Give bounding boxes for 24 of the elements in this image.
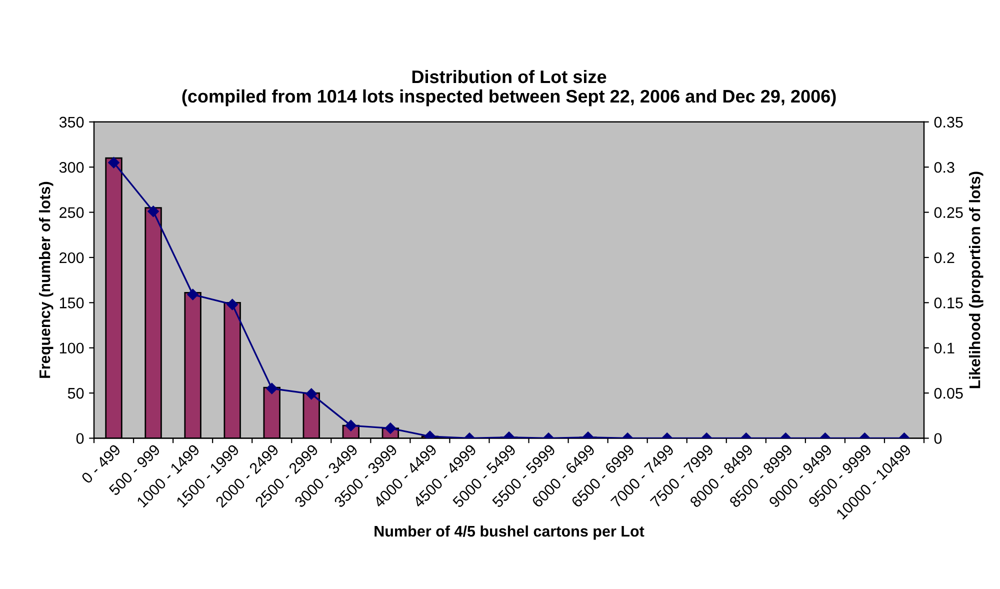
y2-tick-label: 0.3 [934, 162, 954, 173]
y2-tick-label: 0 [934, 433, 942, 444]
y-tick-label: 300 [59, 162, 84, 173]
y-tick-label: 150 [60, 298, 84, 308]
x-axis-title: Number of 4/5 bushel cartons per Lot [374, 525, 644, 540]
chart-title: Distribution of Lot size (compiled from 1014 lots inspected between Sept 22, 2006 and Dec 29, 2006) [182, 70, 836, 106]
y2-tick-label: 0.15 [934, 298, 963, 308]
y2-tick-label: 0.2 [934, 252, 954, 264]
point [187, 288, 198, 300]
y-tick-label: 250 [60, 207, 84, 218]
y2-tick-label: 0.1 [934, 342, 954, 354]
y-tick-label: 200 [60, 252, 84, 264]
y-tick-label: 0 [76, 433, 84, 444]
y-tick-label: 50 [68, 388, 84, 399]
point [226, 298, 238, 310]
y-tick-label: 350 [59, 116, 84, 128]
y-axis-title: Frequency (number of lots) [38, 182, 54, 378]
y2-axis-title: Likelihood (proportion of lots) [969, 172, 984, 388]
y2-tick-label: 0.05 [934, 388, 963, 399]
y2-tick-label: 0.35 [934, 116, 963, 128]
y-tick-label: 100 [60, 342, 84, 354]
point [108, 156, 120, 168]
point [148, 206, 159, 217]
y2-tick-label: 0.25 [934, 207, 963, 218]
